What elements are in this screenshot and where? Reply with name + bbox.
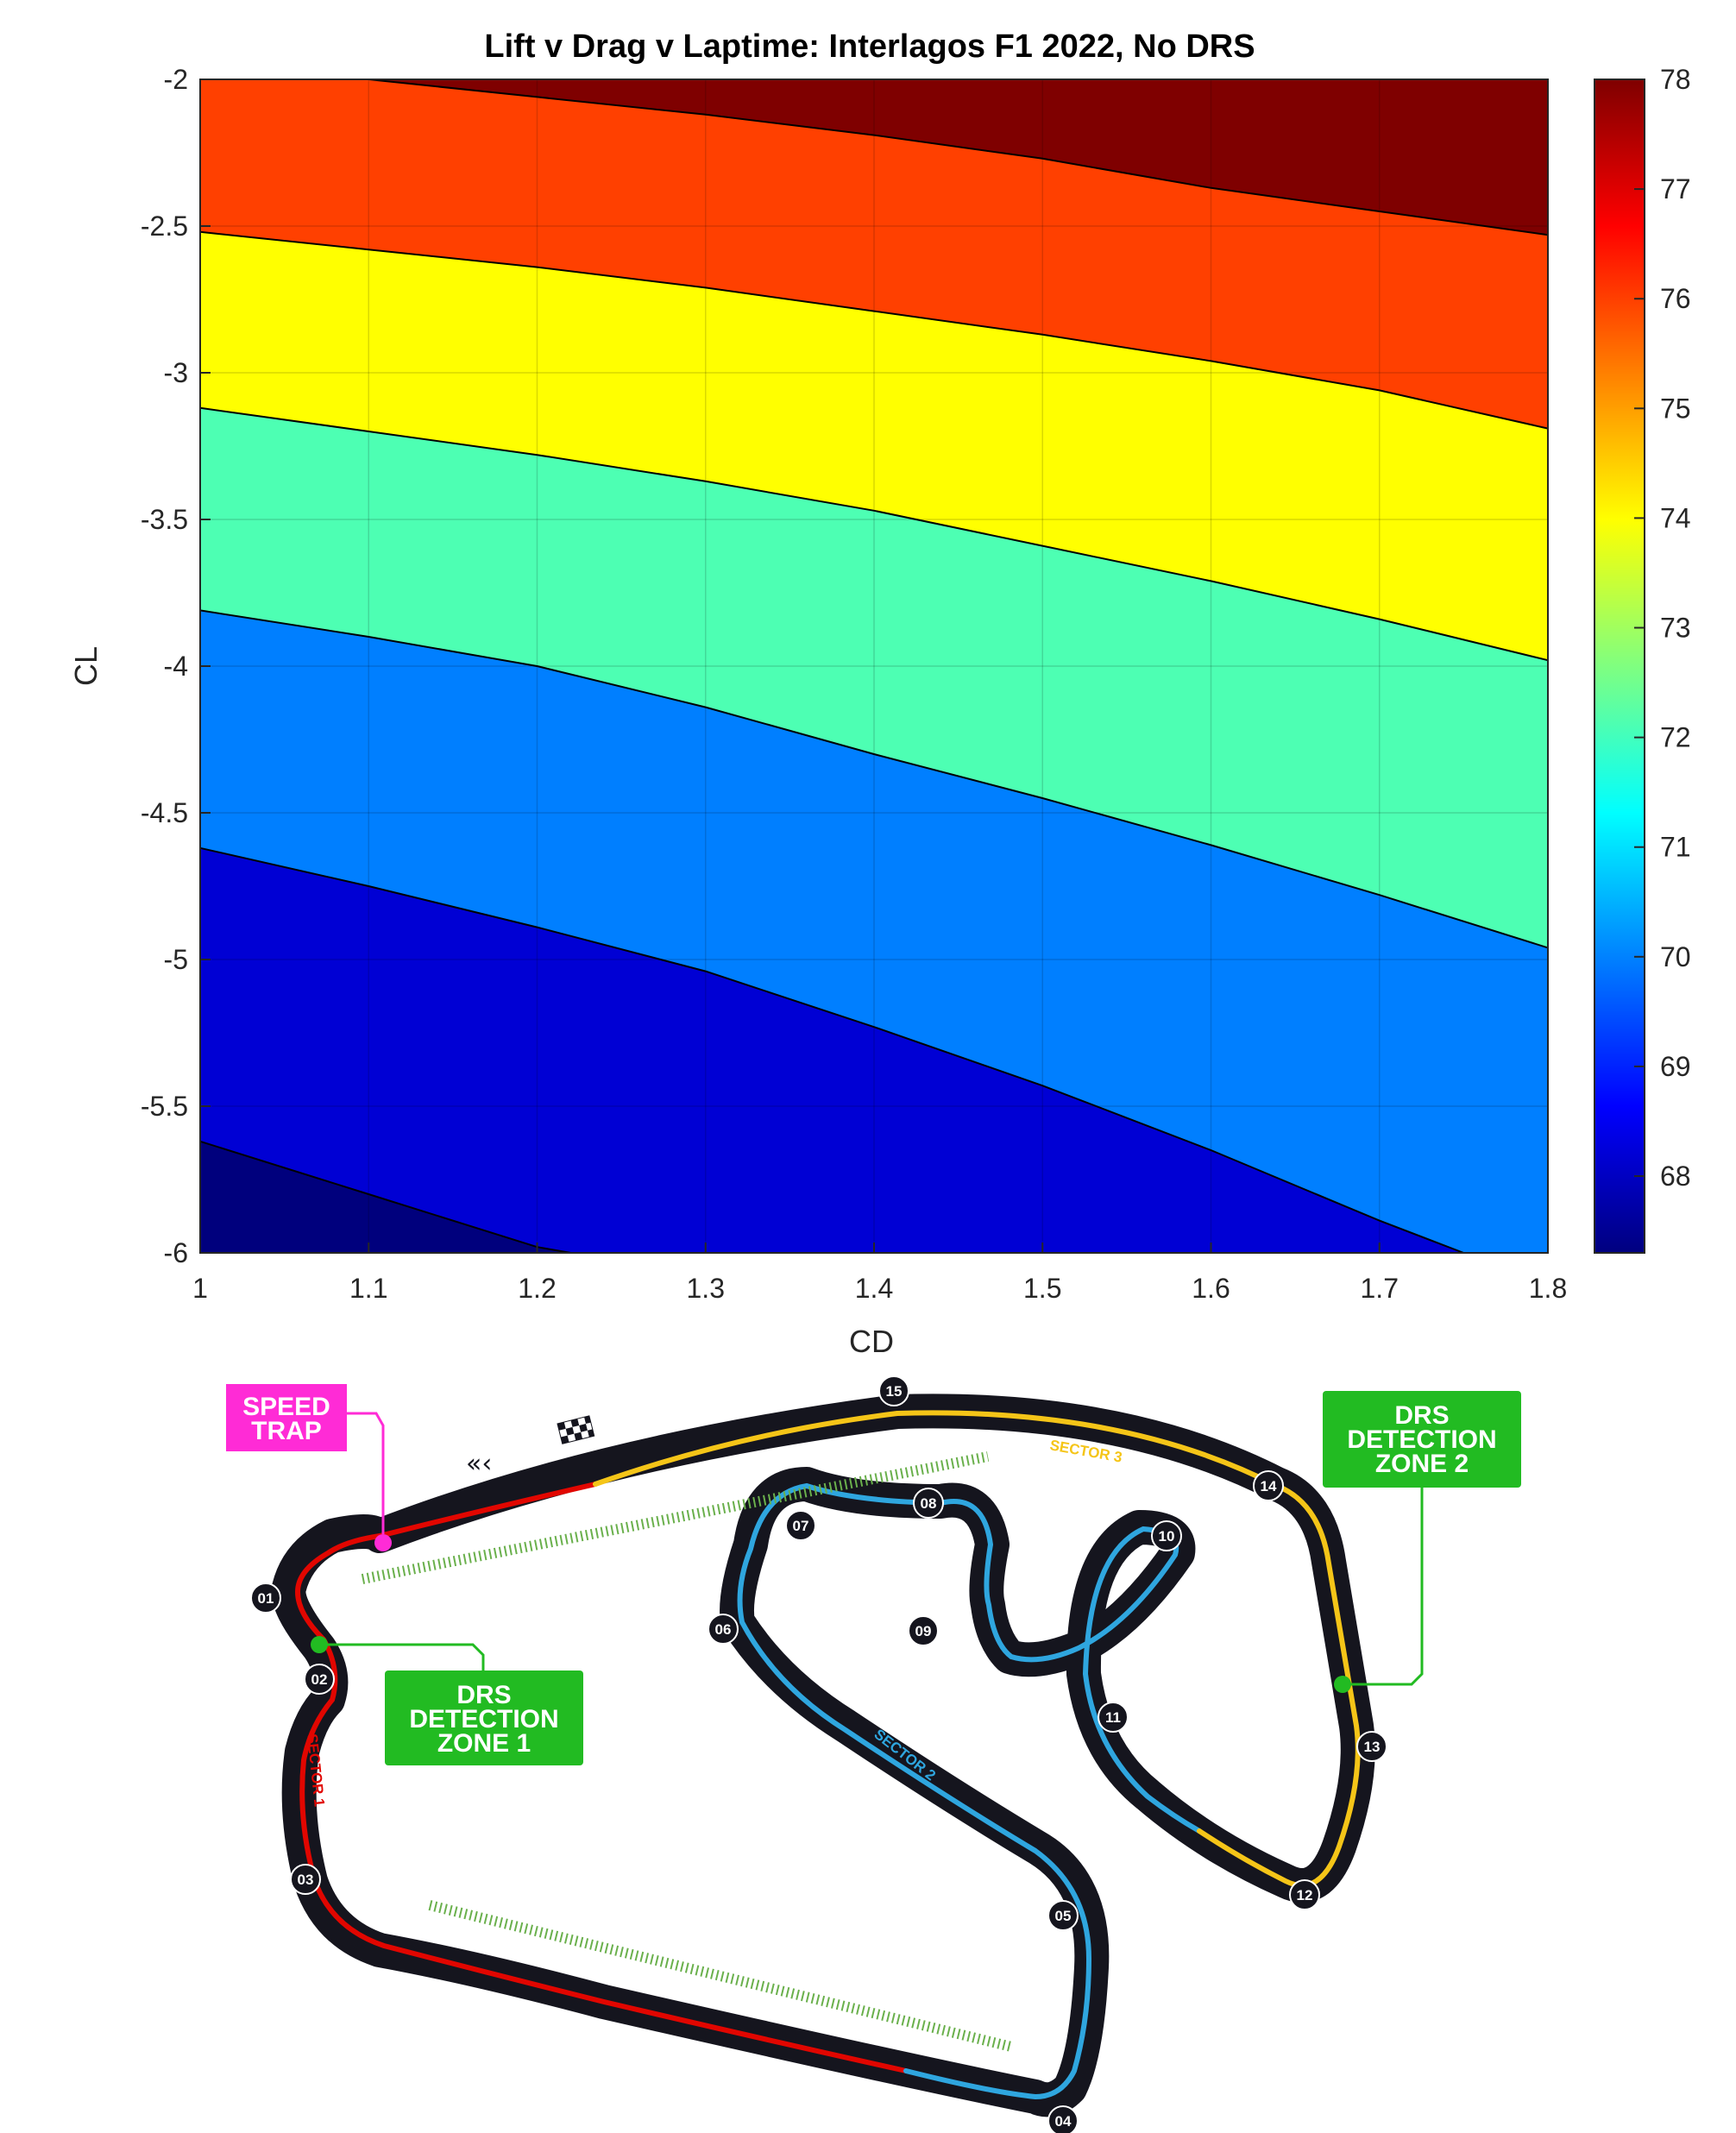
- corner-number: 10: [1159, 1528, 1175, 1545]
- corner-number: 02: [311, 1671, 328, 1688]
- plot-area: [200, 79, 1548, 1253]
- colorbar: [1594, 79, 1645, 1254]
- corner-markers: 01 02 03 04 05 06 07 08 09 10 11 12 13 14 15: [250, 1375, 1387, 2133]
- drs-detection-zone-1: DRS DETECTION ZONE 1: [311, 1636, 583, 1765]
- x-tick-label: 1.5: [1023, 1273, 1061, 1304]
- track-map: «‹ SECTOR 1 SECTOR 2 SECTOR 3 SPEED TRAP…: [226, 1375, 1521, 2133]
- contour-line-72: [199, 609, 1549, 949]
- colorbar-tick-label: 74: [1660, 502, 1691, 533]
- y-tick-label: -2: [164, 64, 188, 95]
- corner-number: 07: [793, 1518, 809, 1534]
- corner-number: 01: [258, 1590, 274, 1607]
- drs-zone-back-straight: [428, 1900, 1013, 2052]
- corner-number: 06: [715, 1621, 732, 1638]
- x-tick-label: 1.6: [1192, 1273, 1230, 1304]
- band-above-78: [368, 79, 1548, 236]
- colorbar-tick-label: 75: [1660, 393, 1691, 424]
- drs-zone-1-line-2: DETECTION: [409, 1705, 558, 1733]
- colorbar-tick-label: 69: [1660, 1051, 1691, 1082]
- contour-chart: Lift v Drag v Laptime: Interlagos F1 202…: [68, 28, 1691, 1359]
- corner-marker: [1047, 2105, 1079, 2133]
- drs-zone-1-line-1: DRS: [456, 1681, 511, 1709]
- speed-trap-label-line-1: SPEED: [242, 1393, 330, 1421]
- y-tick-label: -4.5: [141, 797, 188, 828]
- x-tick-label: 1.8: [1529, 1273, 1567, 1304]
- y-tick-label: -2.5: [141, 211, 188, 242]
- corner-number: 15: [886, 1383, 903, 1400]
- colorbar-ticks: 78 77 76 75 74 73 72 71 70 69 68: [1634, 64, 1691, 1192]
- y-axis-ticks: -2 -2.5 -3 -3.5 -4 -4.5 -5 -5.5 -6: [141, 64, 211, 1268]
- x-tick-label: 1: [192, 1273, 208, 1304]
- contour-lines: [199, 79, 1549, 1254]
- corner-marker: [913, 1488, 944, 1519]
- corner-marker: [908, 1615, 939, 1646]
- y-tick-label: -5.5: [141, 1091, 188, 1122]
- x-tick-label: 1.1: [349, 1273, 387, 1304]
- corner-number: 09: [915, 1623, 932, 1639]
- y-tick-label: -5: [164, 944, 188, 975]
- y-tick-label: -6: [164, 1237, 188, 1268]
- contour-line-76: [199, 230, 1549, 430]
- drs-zone-2-line-2: DETECTION: [1347, 1425, 1496, 1454]
- corner-number: 05: [1055, 1908, 1072, 1924]
- corner-number: 11: [1105, 1709, 1121, 1726]
- x-axis-label: CD: [849, 1324, 894, 1359]
- sector-2-line: [737, 1482, 1202, 2100]
- drs-zone-2-line-1: DRS: [1394, 1401, 1449, 1430]
- drs-zone-2-line-3: ZONE 2: [1375, 1450, 1469, 1478]
- corner-number: 13: [1364, 1739, 1381, 1755]
- direction-chevrons-icon: «‹: [466, 1449, 492, 1479]
- corner-marker: [1098, 1702, 1129, 1733]
- corner-marker: [1151, 1520, 1182, 1551]
- colorbar-tick-label: 70: [1660, 941, 1691, 972]
- checkered-flag-icon: [557, 1415, 595, 1444]
- colorbar-tick-label: 73: [1660, 613, 1691, 644]
- contour-line-74: [199, 406, 1549, 662]
- corner-marker: [1356, 1731, 1387, 1762]
- x-tick-label: 1.3: [687, 1273, 725, 1304]
- colorbar-tick-label: 78: [1660, 64, 1691, 95]
- corner-number: 12: [1297, 1887, 1313, 1903]
- colorbar-tick-label: 68: [1660, 1161, 1691, 1192]
- x-tick-label: 1.4: [855, 1273, 893, 1304]
- corner-marker: [304, 1664, 335, 1695]
- speed-trap-label-line-2: TRAP: [251, 1417, 322, 1445]
- y-tick-label: -3: [164, 357, 188, 388]
- corner-marker: [708, 1614, 739, 1645]
- y-tick-label: -4: [164, 651, 188, 682]
- colorbar-tick-label: 76: [1660, 283, 1691, 314]
- contour-line-70: [199, 846, 1464, 1254]
- corner-number: 04: [1055, 2113, 1072, 2130]
- colorbar-tick-label: 72: [1660, 722, 1691, 753]
- x-tick-label: 1.7: [1361, 1273, 1399, 1304]
- drs-zone-1-line-3: ZONE 1: [437, 1729, 531, 1758]
- x-axis-ticks: 1 1.1 1.2 1.3 1.4 1.5 1.6 1.7 1.8: [192, 1243, 1567, 1304]
- colorbar-tick-label: 71: [1660, 832, 1691, 863]
- corner-number: 14: [1261, 1478, 1277, 1494]
- y-axis-label: CL: [68, 646, 104, 686]
- corner-marker: [1289, 1879, 1320, 1910]
- y-tick-label: -3.5: [141, 504, 188, 535]
- contour-line-68: [199, 1140, 571, 1254]
- contour-line-78: [368, 79, 1549, 236]
- corner-marker: [1253, 1470, 1284, 1501]
- speed-trap-marker: SPEED TRAP: [226, 1384, 392, 1551]
- chart-title: Lift v Drag v Laptime: Interlagos F1 202…: [484, 28, 1255, 65]
- corner-marker: [878, 1375, 909, 1406]
- corner-number: 03: [298, 1872, 314, 1888]
- drs-detection-zone-2: DRS DETECTION ZONE 2: [1323, 1391, 1521, 1693]
- sector-1-line: [294, 1482, 909, 2073]
- colorbar-tick-label: 77: [1660, 173, 1691, 204]
- corner-marker: [785, 1510, 816, 1541]
- corner-marker: [250, 1582, 281, 1614]
- corner-number: 08: [921, 1495, 937, 1512]
- x-tick-label: 1.2: [518, 1273, 556, 1304]
- corner-marker: [1047, 1900, 1079, 1931]
- corner-marker: [290, 1864, 321, 1895]
